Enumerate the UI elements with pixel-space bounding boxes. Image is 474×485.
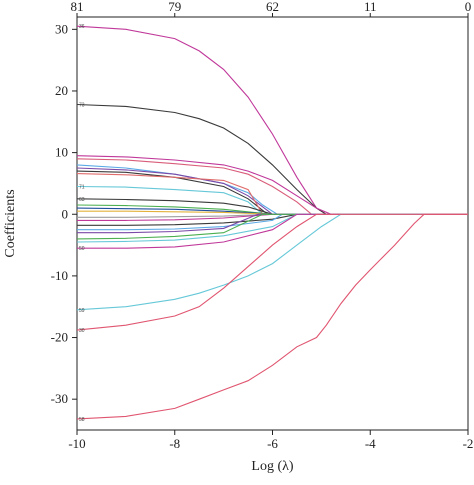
y-tick-label-0: -30 (51, 391, 68, 406)
series-line-7 (76, 173, 468, 215)
series-line-10 (76, 204, 468, 215)
x-tick-label-0: -10 (68, 436, 85, 451)
series-line-22 (76, 213, 468, 331)
x-axis-title: Log (λ) (251, 459, 294, 474)
top-tick-label-2: 62 (266, 0, 279, 14)
plot-frame-group (76, 16, 469, 431)
series-line-21 (76, 213, 468, 311)
series-line-4 (76, 164, 468, 215)
top-tick-label-0: 81 (71, 0, 84, 14)
y-axis-title: Coefficients (3, 189, 18, 257)
series-line-20 (77, 213, 468, 249)
series-line-6 (76, 170, 468, 215)
series-label-58: 58 (79, 417, 85, 423)
series-line-8 (76, 185, 468, 215)
y-tick-label-6: 30 (55, 21, 68, 36)
series-line-9 (76, 198, 468, 215)
series-layer (76, 25, 468, 420)
y-tick-label-2: -10 (51, 268, 68, 283)
y-tick-label-5: 20 (55, 83, 68, 98)
line-label-layer: 36 73 71 63 50 59 30 58 (79, 24, 85, 423)
x-tick-label-3: -4 (365, 436, 376, 451)
series-label-30: 30 (79, 328, 85, 334)
top-tick-label-3: 11 (364, 0, 377, 14)
x-tick-label-4: -2 (463, 436, 474, 451)
x-tick-label-1: -8 (169, 436, 180, 451)
series-line-16 (77, 213, 468, 231)
series-line-3 (76, 158, 468, 215)
series-label-71: 71 (79, 185, 85, 191)
series-line-2 (76, 155, 468, 215)
series-line-1 (76, 103, 468, 215)
series-label-63: 63 (79, 197, 85, 203)
y-tick-label-1: -20 (51, 330, 68, 345)
y-tick-label-3: 0 (62, 206, 69, 221)
x-tick-label-2: -6 (267, 436, 278, 451)
top-tick-label-1: 79 (168, 0, 181, 14)
series-label-50: 50 (79, 246, 85, 252)
series-label-36: 36 (79, 24, 85, 30)
series-line-23 (76, 213, 468, 420)
y-tick-label-4: 10 (55, 145, 68, 160)
series-label-73: 73 (79, 103, 85, 109)
series-label-59: 59 (79, 308, 85, 314)
top-tick-label-4: 0 (465, 0, 472, 14)
plot-frame (76, 16, 469, 431)
